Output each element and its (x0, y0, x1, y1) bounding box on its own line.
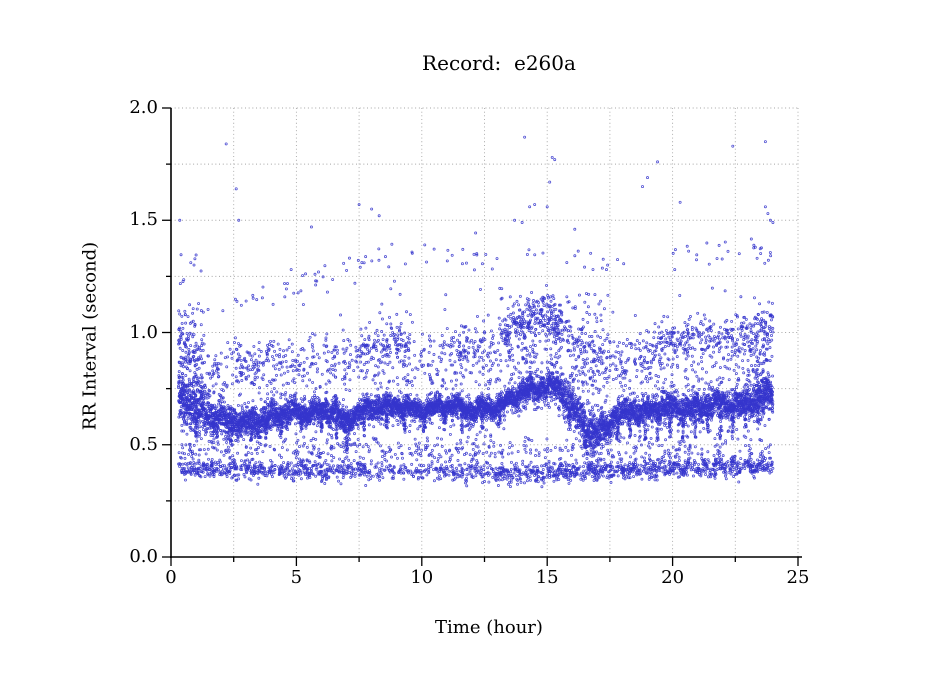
rr-interval-chart: Record: e260a RR Interval (second) Time … (0, 0, 949, 697)
plot-canvas (0, 0, 949, 697)
